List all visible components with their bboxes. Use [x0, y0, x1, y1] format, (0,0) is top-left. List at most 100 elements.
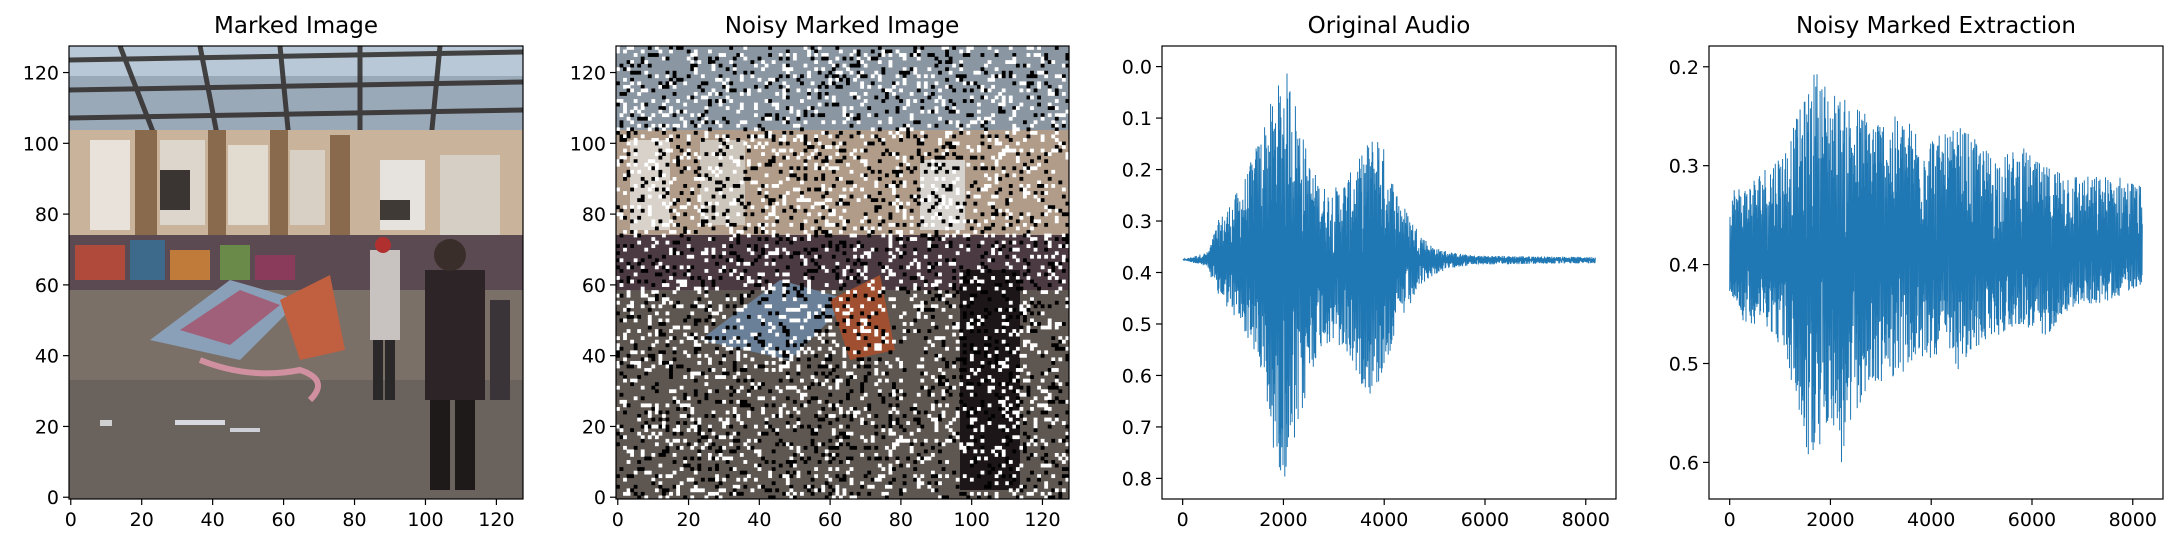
noise-pixel	[640, 403, 645, 408]
noise-pixel	[888, 481, 893, 486]
noise-pixel	[814, 233, 819, 238]
noise-pixel	[732, 410, 737, 415]
noise-pixel	[764, 290, 769, 295]
noise-pixel	[952, 276, 957, 280]
noise-pixel	[672, 399, 677, 404]
noise-pixel	[923, 152, 928, 157]
noise-pixel	[959, 130, 964, 135]
noise-pixel	[800, 134, 804, 139]
noise-pixel	[1005, 435, 1010, 440]
noise-pixel	[761, 226, 765, 231]
noise-pixel	[722, 336, 727, 341]
noise-pixel	[800, 378, 804, 383]
noise-pixel	[892, 431, 896, 436]
noise-pixel	[994, 162, 999, 167]
noise-pixel	[658, 322, 663, 326]
noise-pixel	[810, 145, 815, 149]
noise-pixel	[938, 414, 942, 418]
noise-pixel	[637, 198, 642, 203]
noise-pixel	[1015, 403, 1020, 408]
noise-pixel	[1019, 399, 1024, 404]
noise-pixel	[1019, 311, 1024, 316]
noise-pixel	[817, 336, 822, 341]
noise-pixel	[672, 470, 677, 475]
noise-pixel	[700, 279, 705, 284]
noise-pixel	[658, 123, 663, 128]
noise-pixel	[619, 215, 624, 220]
panel-title: Noisy Marked Image	[725, 13, 960, 39]
noise-pixel	[934, 233, 939, 238]
noise-pixel	[846, 180, 850, 185]
noise-pixel	[969, 81, 974, 86]
noise-pixel	[976, 329, 981, 333]
noise-pixel	[623, 77, 627, 82]
noise-pixel	[994, 445, 999, 450]
noise-pixel	[1061, 120, 1066, 125]
noise-pixel	[810, 431, 815, 436]
noise-pixel	[722, 265, 727, 270]
noise-pixel	[1026, 307, 1031, 312]
noise-pixel	[824, 481, 829, 486]
noise-pixel	[1047, 406, 1052, 411]
noise-pixel	[743, 442, 748, 447]
noise-pixel	[892, 134, 896, 139]
noise-pixel	[867, 343, 872, 348]
noise-pixel	[1001, 240, 1006, 245]
noise-pixel	[842, 201, 847, 206]
noise-pixel	[782, 92, 787, 96]
noise-pixel	[1033, 120, 1038, 125]
noise-pixel	[746, 244, 751, 249]
noise-pixel	[775, 272, 780, 277]
noise-pixel	[888, 240, 893, 245]
noise-pixel	[849, 491, 854, 496]
noise-pixel	[686, 134, 691, 139]
noise-pixel	[1012, 113, 1017, 118]
noise-pixel	[739, 491, 744, 496]
noise-pixel	[909, 431, 914, 436]
noise-pixel	[708, 477, 712, 482]
noise-pixel	[725, 297, 730, 302]
noise-pixel	[1001, 399, 1006, 404]
noise-pixel	[654, 162, 659, 167]
noise-pixel	[665, 360, 670, 365]
noise-pixel	[1030, 300, 1034, 305]
panel-title: Original Audio	[1308, 13, 1471, 39]
noise-pixel	[860, 226, 865, 231]
noise-pixel	[994, 95, 999, 100]
noise-pixel	[1061, 233, 1066, 238]
noise-pixel	[856, 279, 861, 284]
noise-pixel	[980, 95, 985, 100]
noise-pixel	[683, 166, 688, 171]
noise-pixel	[856, 113, 861, 118]
noise-pixel	[810, 396, 815, 401]
noise-pixel	[955, 414, 960, 418]
noise-pixel	[1037, 300, 1041, 305]
noise-pixel	[938, 368, 942, 372]
noise-pixel	[1054, 251, 1059, 256]
noise-pixel	[1054, 130, 1059, 135]
noise-pixel	[860, 254, 865, 259]
noise-pixel	[715, 336, 719, 341]
noise-pixel	[803, 460, 808, 464]
noise-pixel	[729, 258, 734, 263]
noise-pixel	[746, 445, 751, 450]
noise-pixel	[623, 247, 627, 252]
noise-pixel	[814, 187, 819, 192]
noise-pixel	[764, 346, 769, 351]
noise-pixel	[881, 233, 886, 238]
noise-pixel	[955, 322, 960, 326]
noise-pixel	[768, 81, 773, 86]
noise-pixel	[1012, 254, 1017, 259]
noise-pixel	[711, 279, 716, 284]
noise-pixel	[754, 230, 758, 234]
noise-pixel	[651, 481, 656, 486]
noise-pixel	[877, 176, 882, 181]
noise-pixel	[906, 162, 911, 167]
noise-pixel	[814, 148, 819, 153]
noise-pixel	[966, 445, 971, 450]
noise-pixel	[640, 208, 645, 213]
noise-pixel	[913, 286, 918, 291]
noise-pixel	[916, 392, 921, 397]
noise-pixel	[743, 460, 748, 464]
noise-pixel	[810, 113, 815, 118]
